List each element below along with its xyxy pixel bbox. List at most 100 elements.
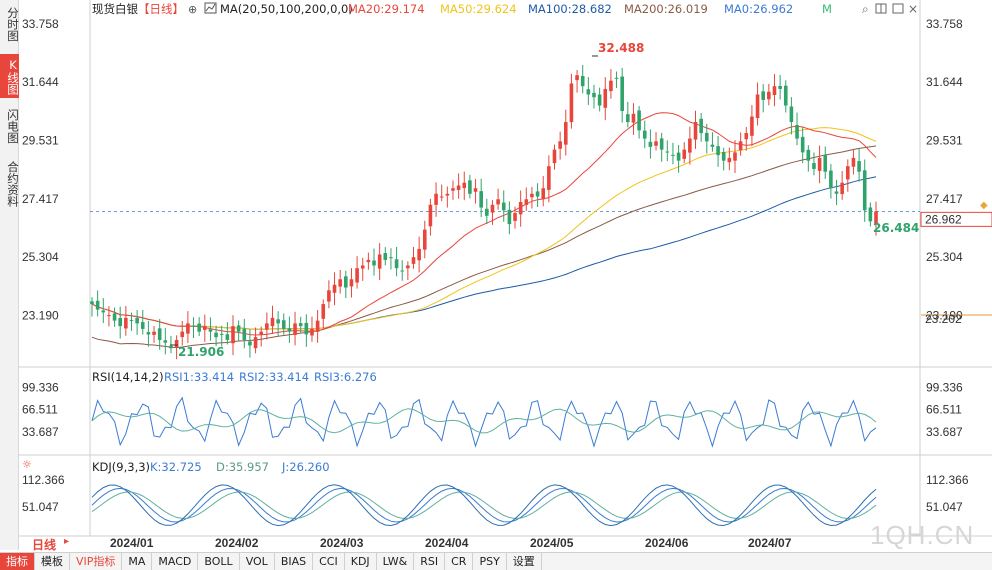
candle-body: [439, 196, 444, 198]
tab-flash[interactable]: 闪电图: [6, 108, 20, 144]
candle-body: [293, 323, 297, 335]
candle-body: [479, 191, 483, 208]
low-price-label: 23.202: [925, 312, 962, 326]
ma20-line: [91, 112, 877, 336]
candle-body: [360, 265, 365, 269]
add-circle-icon[interactable]: ⊕: [188, 3, 197, 16]
price-tick-right-1: 31.644: [926, 75, 963, 89]
candle-body: [169, 345, 173, 349]
alert-icon[interactable]: ◆: [980, 200, 988, 211]
candle-body: [541, 188, 546, 200]
indicator-icon[interactable]: [204, 2, 217, 14]
maximize-icon[interactable]: [892, 3, 904, 14]
candle-body: [208, 329, 213, 332]
toolbar-button-4[interactable]: MACD: [152, 553, 199, 570]
candle-body: [817, 157, 822, 171]
kdj-values: K:32.725 D:35.957 J:26.260: [150, 460, 330, 474]
candle-body: [845, 166, 850, 180]
candle-body: [676, 152, 681, 161]
kdj-d-line: [91, 491, 877, 520]
candle-body: [750, 116, 754, 136]
toolbar-button-2[interactable]: VIP指标: [70, 553, 123, 570]
candle-body: [174, 339, 179, 348]
toolbar-button-13[interactable]: PSY: [473, 553, 507, 570]
candle-body: [253, 337, 258, 349]
toolbar-button-6[interactable]: VOL: [240, 553, 275, 570]
toolbar-button-14[interactable]: 设置: [507, 553, 542, 570]
price-tick-left-3: 27.417: [22, 192, 59, 206]
candle-body: [180, 331, 185, 338]
candle-body: [733, 152, 737, 161]
candle-body: [304, 322, 309, 335]
candle-body: [868, 207, 873, 222]
candle-body: [231, 326, 235, 344]
candle-body: [563, 122, 568, 145]
candle-body: [688, 138, 692, 153]
toolbar-button-5[interactable]: BOLL: [198, 553, 240, 570]
candle-body: [800, 136, 805, 153]
candle-body: [795, 125, 799, 139]
candle-body: [524, 199, 529, 205]
search-icon[interactable]: ⌕: [862, 2, 869, 16]
tab-kline[interactable]: K线图: [0, 54, 20, 98]
candle-body: [569, 83, 574, 123]
candle-body: [101, 310, 106, 313]
kdj-value-1: D:35.957: [216, 460, 269, 474]
close-icon[interactable]: ×: [908, 2, 918, 16]
candle-body: [840, 182, 844, 195]
price-tick-left-2: 29.531: [22, 133, 59, 147]
kdj-value-0: K:32.725: [150, 460, 202, 474]
candle-body: [129, 319, 134, 321]
rsi-tick-left-0: 99.336: [22, 380, 59, 394]
candle-body: [642, 130, 647, 139]
tab-timeshare[interactable]: 分时图: [6, 6, 20, 42]
instrument-name: 现货白银: [92, 2, 138, 16]
period-tag[interactable]: 日线: [32, 538, 57, 552]
period-chevron-icon[interactable]: ▸: [64, 536, 70, 547]
toolbar-button-0[interactable]: 指标: [0, 553, 35, 570]
candle-body: [344, 276, 348, 288]
candle-body: [203, 326, 207, 330]
toolbar-button-7[interactable]: BIAS: [275, 553, 314, 570]
rsi-value-0: RSI1:33.414: [164, 370, 234, 384]
candle-body: [140, 322, 145, 329]
candle-body: [772, 86, 777, 96]
candle-body: [157, 328, 162, 340]
candle-body: [829, 170, 833, 189]
toolbar-button-12[interactable]: CR: [445, 553, 474, 570]
ma-value-2: MA100:28.682: [528, 2, 612, 16]
toolbar-button-11[interactable]: RSI: [414, 553, 446, 570]
kline-chart[interactable]: 现货白银 【日线】 ⊕ MA(20,50,100,200,0,0) MA20:2…: [0, 0, 992, 552]
price-tick-right-2: 29.531: [926, 133, 963, 147]
candle-body: [823, 154, 828, 172]
price-tick-left-4: 25.304: [22, 250, 59, 264]
toolbar-button-1[interactable]: 模板: [35, 553, 70, 570]
last-low-annotation: 26.484: [873, 221, 919, 235]
time-label-4: 2024/05: [530, 536, 574, 550]
candle-body: [862, 170, 867, 211]
ma-values: MA20:29.174 MA50:29.624 MA100:28.682 MA200:…: [348, 2, 832, 16]
candle-body: [287, 328, 292, 332]
rsi1-line: [91, 396, 877, 448]
candle-body: [637, 110, 641, 131]
candle-body: [95, 300, 100, 310]
candle-body: [445, 193, 450, 196]
toolbar-button-3[interactable]: MA: [122, 553, 153, 570]
indicator-icon-line: [205, 3, 216, 12]
candle-body: [620, 76, 624, 112]
candle-body: [552, 149, 557, 164]
toolbar-button-8[interactable]: CCI: [313, 553, 345, 570]
toolbar-button-10[interactable]: LW&: [377, 553, 415, 570]
low-annotation: 21.906: [178, 345, 224, 359]
candle-body: [383, 253, 388, 260]
sun-icon[interactable]: ☼: [22, 458, 32, 471]
toolbar-button-9[interactable]: KDJ: [345, 553, 377, 570]
kdj-value-2: J:26.260: [281, 460, 330, 474]
candle-body: [535, 191, 540, 197]
price-axis: 33.758 33.758 31.644 31.644 29.531 29.531 27.4…: [22, 17, 963, 322]
tab-contract-info[interactable]: 合约资料: [6, 161, 20, 207]
ma-value-1: MA50:29.624: [440, 2, 517, 16]
candle-body: [626, 114, 630, 123]
candle-body: [327, 290, 331, 302]
price-tick-left-5: 23.190: [22, 308, 59, 322]
